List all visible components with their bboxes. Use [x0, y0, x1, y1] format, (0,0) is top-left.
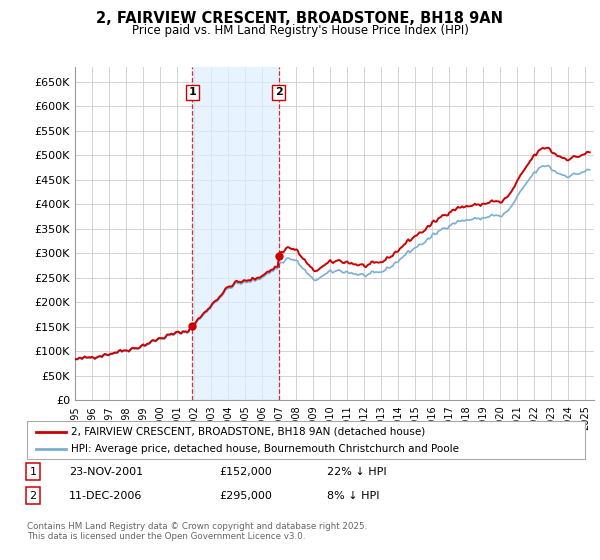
- Text: Price paid vs. HM Land Registry's House Price Index (HPI): Price paid vs. HM Land Registry's House …: [131, 24, 469, 36]
- Text: £152,000: £152,000: [219, 466, 272, 477]
- Text: 1: 1: [29, 466, 37, 477]
- Text: Contains HM Land Registry data © Crown copyright and database right 2025.
This d: Contains HM Land Registry data © Crown c…: [27, 522, 367, 542]
- Text: 11-DEC-2006: 11-DEC-2006: [69, 491, 142, 501]
- Bar: [193, 67, 278, 400]
- Text: 23-NOV-2001: 23-NOV-2001: [69, 466, 143, 477]
- Text: 8% ↓ HPI: 8% ↓ HPI: [327, 491, 380, 501]
- Text: 2: 2: [275, 87, 283, 97]
- Text: 2: 2: [29, 491, 37, 501]
- Text: 1: 1: [188, 87, 196, 97]
- Text: HPI: Average price, detached house, Bournemouth Christchurch and Poole: HPI: Average price, detached house, Bour…: [71, 444, 459, 454]
- Text: 2, FAIRVIEW CRESCENT, BROADSTONE, BH18 9AN (detached house): 2, FAIRVIEW CRESCENT, BROADSTONE, BH18 9…: [71, 427, 425, 437]
- Text: 2, FAIRVIEW CRESCENT, BROADSTONE, BH18 9AN: 2, FAIRVIEW CRESCENT, BROADSTONE, BH18 9…: [97, 11, 503, 26]
- Text: 22% ↓ HPI: 22% ↓ HPI: [327, 466, 386, 477]
- Text: £295,000: £295,000: [219, 491, 272, 501]
